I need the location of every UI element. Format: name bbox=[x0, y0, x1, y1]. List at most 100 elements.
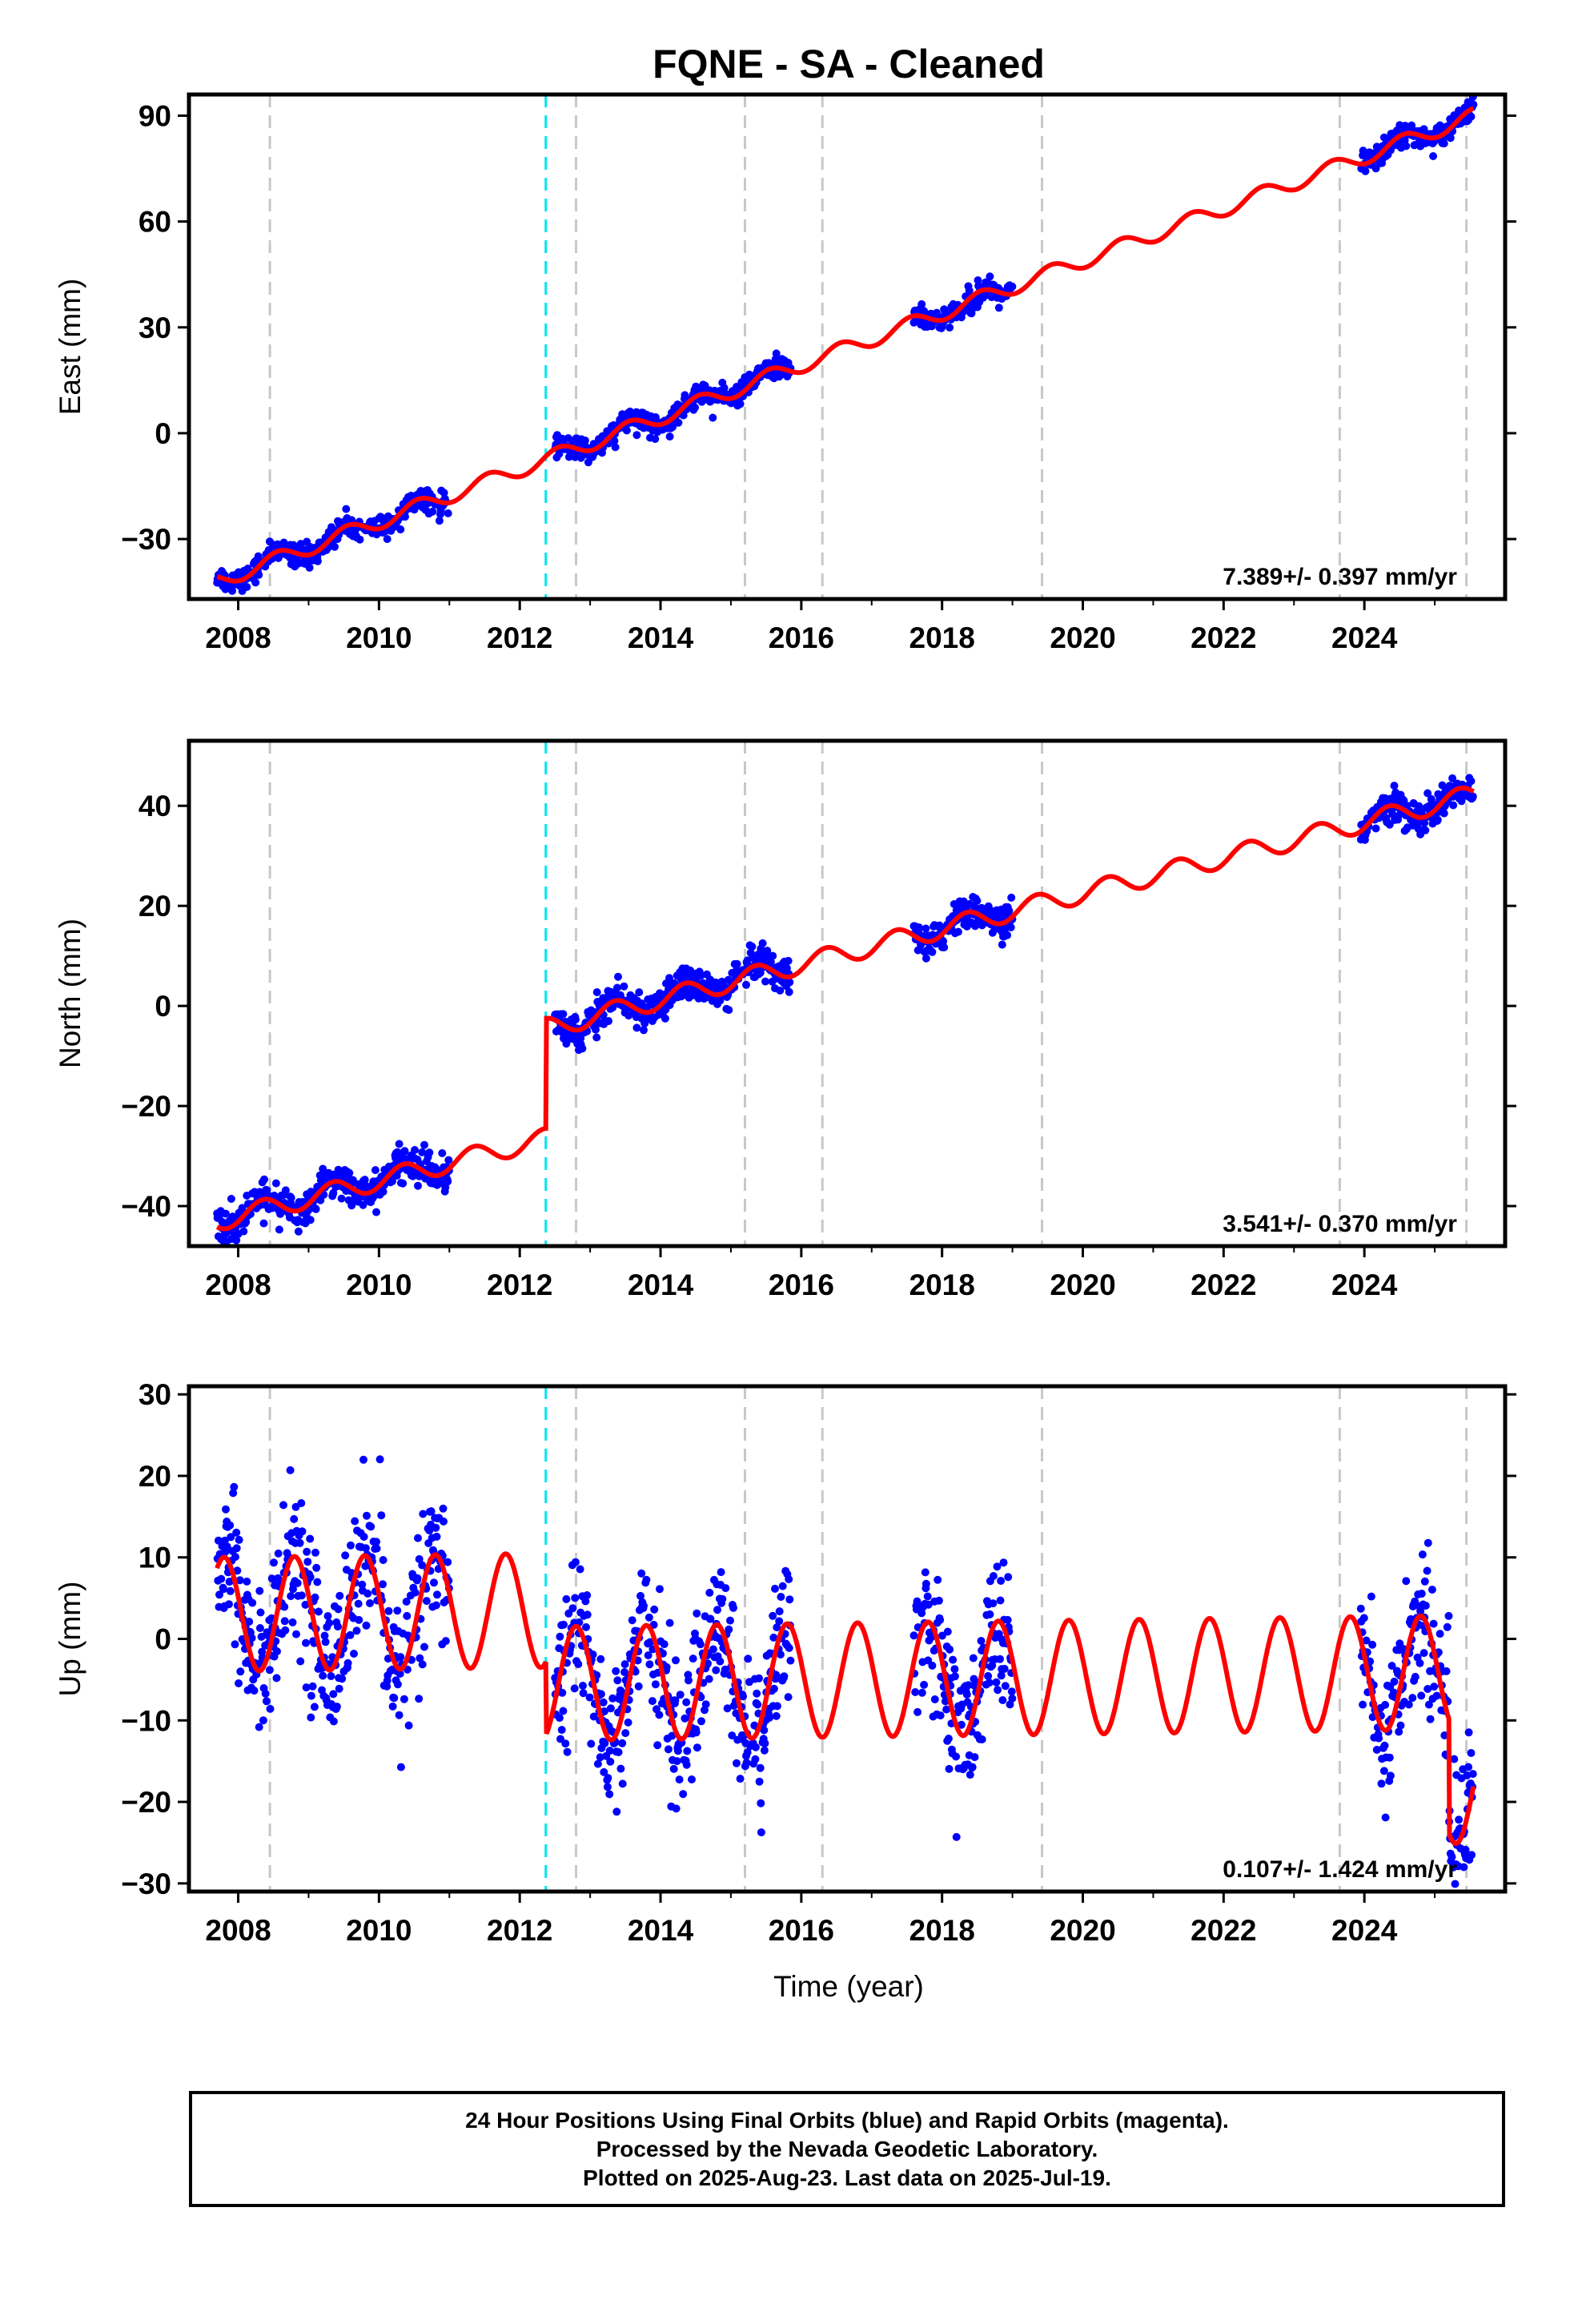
observation-point bbox=[335, 1591, 344, 1600]
observation-point bbox=[225, 1600, 233, 1609]
observation-point bbox=[1396, 1721, 1405, 1730]
observation-point bbox=[1008, 282, 1017, 291]
observation-point bbox=[255, 1723, 263, 1731]
observation-point bbox=[1421, 1602, 1430, 1610]
observation-point bbox=[1423, 789, 1432, 798]
observation-point bbox=[1385, 820, 1394, 829]
observation-point bbox=[1385, 1753, 1394, 1762]
observation-point bbox=[716, 1657, 725, 1666]
observation-point bbox=[604, 1774, 612, 1783]
x-tick-label: 2022 bbox=[1191, 1269, 1256, 1301]
observation-point bbox=[664, 1745, 673, 1754]
observation-point bbox=[952, 1752, 961, 1761]
y-tick-label: −10 bbox=[121, 1704, 171, 1737]
observation-point bbox=[327, 1672, 335, 1680]
observation-point bbox=[414, 1534, 422, 1542]
observation-point bbox=[946, 1645, 954, 1654]
observation-point bbox=[718, 1594, 727, 1603]
observation-point bbox=[1008, 1694, 1017, 1703]
observation-point bbox=[342, 505, 351, 513]
x-axis-label: Time (year) bbox=[773, 1970, 924, 2003]
observation-point bbox=[760, 1746, 769, 1755]
observation-point bbox=[308, 1682, 317, 1691]
observation-point bbox=[760, 1726, 769, 1735]
observation-point bbox=[1468, 1851, 1476, 1860]
observation-point bbox=[352, 1626, 361, 1635]
footer-line-plotted: Plotted on 2025-Aug-23. Last data on 202… bbox=[583, 2165, 1111, 2190]
observation-point bbox=[748, 943, 757, 951]
observation-point bbox=[989, 1572, 998, 1580]
observation-point bbox=[402, 1598, 411, 1606]
observation-point bbox=[632, 431, 641, 440]
observation-point bbox=[1415, 802, 1423, 810]
observation-point bbox=[1006, 923, 1015, 931]
observation-point bbox=[616, 1764, 625, 1773]
observation-point bbox=[674, 418, 683, 427]
x-tick-label: 2020 bbox=[1050, 1914, 1115, 1947]
observation-point bbox=[705, 1675, 713, 1683]
observation-point bbox=[360, 1176, 369, 1184]
observation-point bbox=[606, 1704, 615, 1713]
observation-point bbox=[432, 1523, 440, 1532]
observation-point bbox=[280, 1617, 289, 1626]
observation-point bbox=[396, 1670, 404, 1678]
observation-point bbox=[1380, 1741, 1389, 1750]
panel-north: −40 −20 0 20 40 2008 2010 2012 2014 2016 2018 2020 2… bbox=[54, 738, 1516, 1301]
observation-point bbox=[297, 1591, 306, 1600]
observation-point bbox=[733, 959, 741, 968]
observation-point bbox=[709, 1645, 717, 1654]
y-tick-label: 0 bbox=[155, 990, 171, 1023]
observation-point bbox=[583, 1610, 592, 1619]
observation-point bbox=[712, 1666, 721, 1675]
observation-point bbox=[388, 1702, 397, 1711]
observation-point bbox=[970, 1753, 979, 1762]
observation-point bbox=[383, 535, 391, 544]
observation-point bbox=[637, 1569, 646, 1578]
observation-point bbox=[271, 1179, 280, 1188]
x-tick-label: 2014 bbox=[628, 1269, 694, 1301]
y-tick-label: −20 bbox=[121, 1786, 171, 1819]
observation-point bbox=[589, 1712, 598, 1721]
observation-point bbox=[393, 1680, 402, 1689]
observation-point bbox=[1464, 1728, 1473, 1737]
y-tick-label: −30 bbox=[121, 523, 171, 556]
observation-point bbox=[758, 939, 767, 947]
observation-point bbox=[785, 978, 794, 987]
observation-point bbox=[226, 1521, 235, 1530]
observation-point bbox=[415, 1695, 424, 1703]
observation-point bbox=[618, 1779, 627, 1788]
observation-point bbox=[721, 1665, 729, 1674]
observation-point bbox=[379, 1188, 387, 1196]
x-tick-label: 2016 bbox=[769, 621, 834, 654]
x-tick-label: 2012 bbox=[487, 1914, 552, 1947]
observation-point bbox=[337, 1194, 346, 1203]
observation-point bbox=[772, 1671, 781, 1679]
observation-point bbox=[777, 1593, 785, 1601]
observation-point bbox=[921, 1568, 930, 1577]
observation-point bbox=[379, 1580, 387, 1589]
observation-point bbox=[753, 1700, 762, 1709]
observation-point bbox=[610, 436, 619, 445]
observation-point bbox=[640, 1026, 648, 1035]
observation-point bbox=[682, 1698, 691, 1707]
observation-point bbox=[435, 517, 444, 525]
observation-point bbox=[917, 1609, 926, 1618]
observation-point bbox=[671, 1696, 680, 1705]
observation-point bbox=[1386, 1771, 1395, 1780]
observation-point bbox=[1417, 1691, 1426, 1700]
observation-point bbox=[998, 940, 1006, 949]
chart-title: FQNE - SA - Cleaned bbox=[652, 42, 1045, 86]
observation-point bbox=[266, 1704, 275, 1713]
observation-point bbox=[742, 980, 750, 989]
observation-point bbox=[1418, 1550, 1427, 1559]
observation-point bbox=[215, 1590, 223, 1599]
observation-point bbox=[1003, 1615, 1012, 1624]
observation-point bbox=[587, 1739, 596, 1748]
observation-point bbox=[350, 1650, 358, 1658]
observation-point bbox=[1433, 815, 1442, 824]
observation-point bbox=[321, 1638, 330, 1647]
observation-point bbox=[635, 988, 644, 997]
observation-point bbox=[726, 1616, 734, 1625]
observation-point bbox=[656, 1585, 664, 1594]
observation-point bbox=[1444, 1611, 1453, 1620]
